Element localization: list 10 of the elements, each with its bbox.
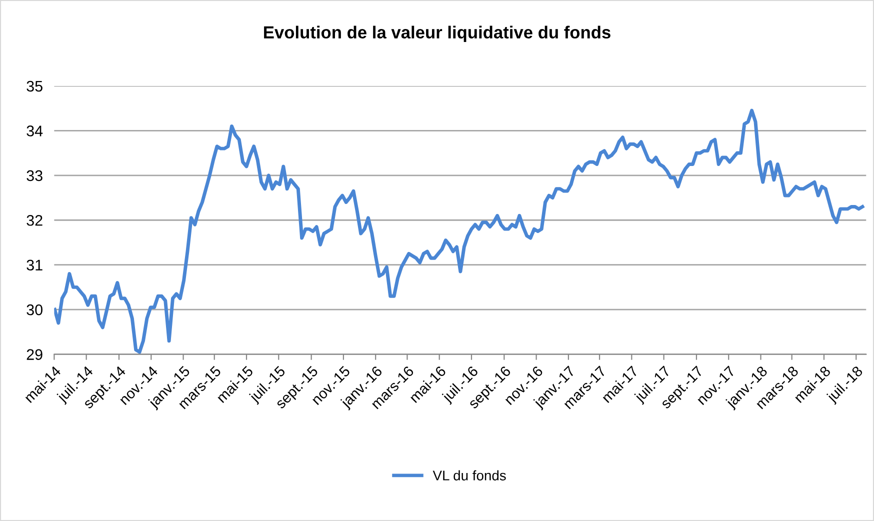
y-tick-label: 31 <box>26 260 42 271</box>
y-tick-label: 34 <box>26 126 43 136</box>
line-series <box>54 108 864 354</box>
y-tick-label: 35 <box>26 80 42 92</box>
y-tick-label: 33 <box>26 170 42 182</box>
y-tick-label: 32 <box>26 214 42 226</box>
y-tick-label: 29 <box>26 349 42 360</box>
y-tick-label: 30 <box>26 304 42 316</box>
legend-label: VL du fonds <box>432 470 506 480</box>
chart-title: Evolution de la valeur liquidative du fonds <box>264 26 610 42</box>
